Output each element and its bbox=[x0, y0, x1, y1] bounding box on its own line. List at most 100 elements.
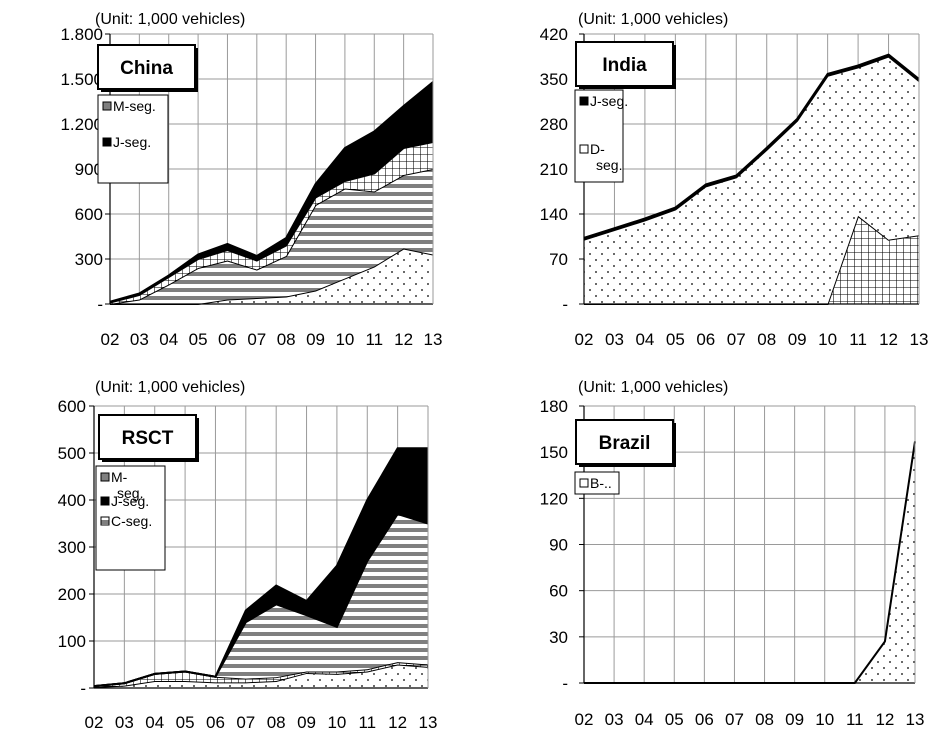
title-box bbox=[575, 41, 674, 87]
x-tick-label: 13 bbox=[419, 713, 438, 731]
y-tick-label: 70 bbox=[549, 250, 568, 269]
legend-swatch bbox=[579, 144, 589, 154]
x-tick-label: 10 bbox=[815, 710, 834, 729]
title-box bbox=[98, 414, 197, 460]
panel-china: (Unit: 1,000 vehicles) - 300 600 900 1.200 1.5… bbox=[60, 11, 442, 349]
x-tick-label: 04 bbox=[159, 330, 178, 349]
x-tick-label: 08 bbox=[757, 330, 776, 349]
legend-label: B-.. bbox=[590, 475, 612, 491]
y-tick-label: 210 bbox=[540, 160, 568, 179]
x-tick-label: 04 bbox=[145, 713, 164, 731]
x-tick-label: 05 bbox=[176, 713, 195, 731]
unit-note: (Unit: 1,000 vehicles) bbox=[578, 379, 728, 396]
series-area-stripes bbox=[110, 169, 433, 304]
legend-label: J-seg. bbox=[590, 93, 628, 109]
y-tick-label: 600 bbox=[75, 205, 103, 224]
panel-title: India bbox=[602, 55, 647, 76]
x-tick-label: 09 bbox=[788, 330, 807, 349]
y-tick-label: 1.200 bbox=[60, 115, 103, 134]
series-line-solid bbox=[583, 53, 920, 239]
x-tick-label: 08 bbox=[277, 330, 296, 349]
y-tick-label: 500 bbox=[58, 444, 86, 463]
x-tick-label: 06 bbox=[218, 330, 237, 349]
x-tick-label: 07 bbox=[727, 330, 746, 349]
x-tick-label: 12 bbox=[394, 330, 413, 349]
y-tick-label: 900 bbox=[75, 160, 103, 179]
y-tick-label: - bbox=[80, 679, 86, 698]
panel-brazil: (Unit: 1,000 vehicles) - 30 60 90 120 150 180 02… bbox=[540, 379, 925, 729]
series-area-solid bbox=[94, 448, 428, 687]
x-tick-label: 09 bbox=[297, 713, 316, 731]
x-tick-label: 06 bbox=[206, 713, 225, 731]
legend-label: J-seg. bbox=[113, 134, 151, 150]
x-tick-label: 02 bbox=[85, 713, 104, 731]
panel-rsct: (Unit: 1,000 vehicles) - 100 200 300 400 500 60… bbox=[58, 379, 438, 731]
legend-label: M-seg. bbox=[111, 469, 143, 501]
series-area-grid bbox=[94, 662, 428, 688]
unit-note: (Unit: 1,000 vehicles) bbox=[95, 11, 245, 28]
x-tick-label: 13 bbox=[424, 330, 443, 349]
x-tick-label: 06 bbox=[696, 330, 715, 349]
x-tick-label: 03 bbox=[115, 713, 134, 731]
legend-swatch bbox=[579, 96, 589, 106]
y-tick-label: 150 bbox=[540, 443, 568, 462]
y-tick-label: 300 bbox=[58, 538, 86, 557]
x-tick-label: 09 bbox=[306, 330, 325, 349]
x-tick-label: 05 bbox=[665, 710, 684, 729]
x-tick-label: 08 bbox=[755, 710, 774, 729]
legend-swatch bbox=[579, 478, 589, 488]
x-tick-label: 06 bbox=[695, 710, 714, 729]
x-tick-label: 03 bbox=[605, 330, 624, 349]
series-area-dots bbox=[110, 248, 433, 304]
x-tick-label: 10 bbox=[335, 330, 354, 349]
y-tick-label: 600 bbox=[58, 397, 86, 416]
panel-title: RSCT bbox=[122, 428, 174, 449]
legend-label: D-seg. bbox=[590, 141, 622, 173]
y-tick-label: 1.800 bbox=[60, 25, 103, 44]
unit-note: (Unit: 1,000 vehicles) bbox=[95, 379, 245, 396]
x-tick-label: 13 bbox=[906, 710, 925, 729]
x-tick-label: 07 bbox=[725, 710, 744, 729]
x-tick-label: 12 bbox=[879, 330, 898, 349]
legend-box bbox=[574, 471, 620, 495]
legend-label: C-seg. bbox=[111, 513, 152, 529]
x-tick-label: 03 bbox=[130, 330, 149, 349]
y-tick-label: 350 bbox=[540, 70, 568, 89]
x-tick-label: 10 bbox=[818, 330, 837, 349]
legend: B-.. bbox=[574, 471, 620, 495]
x-tick-label: 09 bbox=[785, 710, 804, 729]
panel-title: Brazil bbox=[599, 433, 651, 454]
unit-note: (Unit: 1,000 vehicles) bbox=[578, 11, 728, 28]
x-tick-label: 12 bbox=[875, 710, 894, 729]
series-line-solid bbox=[109, 81, 434, 303]
y-tick-label: 180 bbox=[540, 397, 568, 416]
y-tick-label: 60 bbox=[549, 582, 568, 601]
y-tick-label: 400 bbox=[58, 491, 86, 510]
series-area-stripes bbox=[94, 514, 428, 687]
y-tick-label: - bbox=[97, 295, 103, 314]
x-tick-label: 05 bbox=[666, 330, 685, 349]
x-tick-label: 11 bbox=[846, 710, 864, 729]
y-tick-label: - bbox=[562, 295, 568, 314]
y-tick-label: 140 bbox=[540, 205, 568, 224]
series-area-dots bbox=[584, 56, 919, 304]
x-tick-label: 08 bbox=[267, 713, 286, 731]
legend-swatch bbox=[100, 472, 110, 482]
legend: M-seg.J-seg. C-seg. bbox=[95, 465, 166, 571]
y-tick-label: 300 bbox=[75, 250, 103, 269]
x-tick-label: 03 bbox=[605, 710, 624, 729]
y-tick-label: 280 bbox=[540, 115, 568, 134]
series-area-dots bbox=[584, 441, 915, 683]
x-tick-label: 05 bbox=[189, 330, 208, 349]
legend-label: M-seg. bbox=[113, 98, 156, 114]
y-tick-label: - bbox=[562, 674, 568, 693]
x-tick-label: 04 bbox=[635, 330, 654, 349]
x-tick-label: 02 bbox=[575, 710, 594, 729]
y-tick-label: 1.500 bbox=[60, 70, 103, 89]
series-area-dots bbox=[94, 664, 428, 688]
legend: M-seg. J-seg. bbox=[97, 94, 169, 184]
x-tick-label: 10 bbox=[327, 713, 346, 731]
x-tick-label: 12 bbox=[388, 713, 407, 731]
x-tick-label: 11 bbox=[358, 713, 376, 731]
